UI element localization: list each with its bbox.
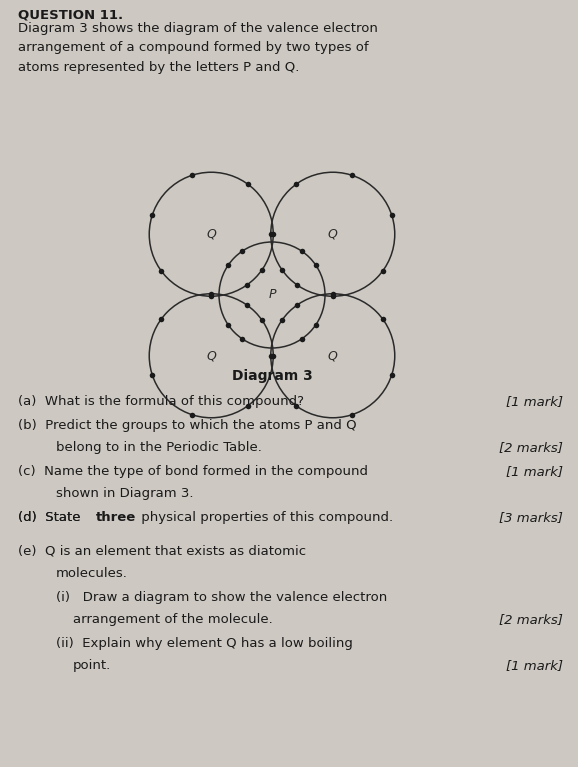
- Text: (e)  Q is an element that exists as diatomic: (e) Q is an element that exists as diato…: [18, 545, 306, 558]
- Text: atoms represented by the letters P and Q.: atoms represented by the letters P and Q…: [18, 61, 299, 74]
- Text: [2 marks]: [2 marks]: [499, 613, 563, 626]
- Text: Diagram 3 shows the diagram of the valence electron: Diagram 3 shows the diagram of the valen…: [18, 22, 378, 35]
- Text: [1 mark]: [1 mark]: [506, 659, 563, 672]
- Text: arrangement of a compound formed by two types of: arrangement of a compound formed by two …: [18, 41, 369, 54]
- Text: (ii)  Explain why element Q has a low boiling: (ii) Explain why element Q has a low boi…: [56, 637, 353, 650]
- Text: Q: Q: [328, 228, 338, 241]
- Text: [1 mark]: [1 mark]: [506, 395, 563, 408]
- Text: (b)  Predict the groups to which the atoms P and Q: (b) Predict the groups to which the atom…: [18, 419, 357, 432]
- Text: (c)  Name the type of bond formed in the compound: (c) Name the type of bond formed in the …: [18, 465, 368, 478]
- Text: Q: Q: [206, 228, 216, 241]
- Text: shown in Diagram 3.: shown in Diagram 3.: [56, 487, 194, 500]
- Text: [2 marks]: [2 marks]: [499, 441, 563, 454]
- Text: point.: point.: [73, 659, 111, 672]
- Text: Q: Q: [206, 349, 216, 362]
- Text: [3 marks]: [3 marks]: [499, 511, 563, 524]
- Text: physical properties of this compound.: physical properties of this compound.: [137, 511, 393, 524]
- Text: arrangement of the molecule.: arrangement of the molecule.: [73, 613, 273, 626]
- Text: (d)  State: (d) State: [18, 511, 85, 524]
- Text: P: P: [268, 288, 276, 301]
- Text: [1 mark]: [1 mark]: [506, 465, 563, 478]
- Text: (a)  What is the formula of this compound?: (a) What is the formula of this compound…: [18, 395, 304, 408]
- Text: three: three: [96, 511, 136, 524]
- Text: QUESTION 11.: QUESTION 11.: [18, 8, 123, 21]
- Text: molecules.: molecules.: [56, 567, 128, 580]
- Text: (i)   Draw a diagram to show the valence electron: (i) Draw a diagram to show the valence e…: [56, 591, 387, 604]
- Text: Diagram 3: Diagram 3: [232, 369, 312, 383]
- Text: (d)  State: (d) State: [18, 511, 85, 524]
- Text: belong to in the Periodic Table.: belong to in the Periodic Table.: [56, 441, 262, 454]
- Text: Q: Q: [328, 349, 338, 362]
